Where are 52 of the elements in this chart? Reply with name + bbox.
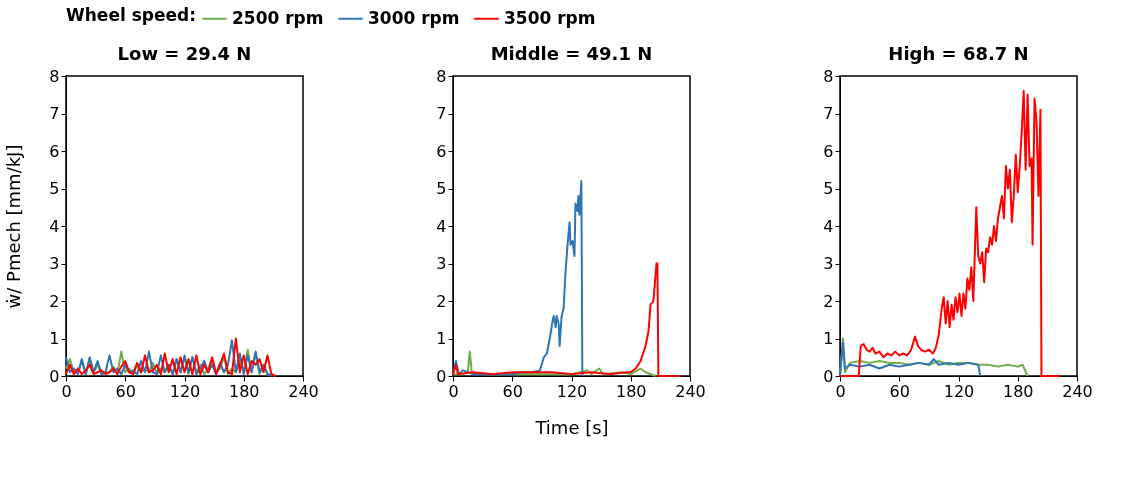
chart-title: Low = 29.4 N	[117, 43, 252, 64]
y-tick-label: 6	[436, 141, 447, 161]
line-series	[452, 262, 682, 377]
y-tick-label: 2	[436, 291, 447, 311]
x-tick-label: 120	[556, 381, 588, 401]
y-tick-label: 0	[49, 366, 60, 386]
legend-label: 3000 rpm	[368, 7, 460, 28]
y-tick-label: 0	[823, 366, 834, 386]
y-tick-label: 5	[436, 179, 447, 198]
line-series	[452, 180, 584, 377]
y-tick-label: 8	[49, 66, 60, 86]
y-tick-label: 3	[49, 254, 60, 273]
x-tick-label: 180	[615, 381, 647, 401]
x-tick-label: 240	[1062, 381, 1093, 401]
x-tick-label: 60	[502, 381, 523, 401]
line-series	[839, 90, 1062, 377]
y-tick-label: 7	[436, 104, 447, 123]
y-tick-label: 3	[823, 254, 834, 273]
y-axis-title: ẇ/ Pmech [mm/kJ]	[3, 144, 25, 309]
y-tick-label: 4	[436, 216, 447, 236]
x-tick-label: 120	[943, 381, 975, 401]
y-tick-label: 3	[436, 254, 447, 273]
y-tick-label: 2	[823, 291, 834, 311]
y-tick-label: 2	[49, 291, 60, 311]
legend-label: 3500 rpm	[504, 7, 596, 28]
y-tick-label: 5	[49, 179, 60, 198]
y-tick-label: 6	[49, 141, 60, 161]
x-axis-title: Time [s]	[534, 416, 609, 438]
y-tick-label: 1	[49, 329, 60, 348]
y-tick-label: 4	[823, 216, 834, 236]
chart-title: Middle = 49.1 N	[490, 43, 653, 64]
y-tick-label: 5	[823, 179, 834, 198]
x-tick-label: 180	[1002, 381, 1034, 401]
y-tick-label: 7	[49, 104, 60, 123]
y-tick-label: 8	[436, 66, 447, 86]
y-tick-label: 7	[823, 104, 834, 123]
line-series	[839, 341, 982, 377]
x-tick-label: 120	[169, 381, 201, 401]
y-tick-label: 1	[436, 329, 447, 348]
y-tick-label: 8	[823, 66, 834, 86]
chart-title: High = 68.7 N	[888, 43, 1029, 64]
x-tick-label: 240	[288, 381, 319, 401]
x-tick-label: 240	[675, 381, 706, 401]
y-tick-label: 6	[823, 141, 834, 161]
x-tick-label: 180	[228, 381, 260, 401]
legend-label: 2500 rpm	[232, 7, 324, 28]
y-tick-label: 0	[436, 366, 447, 386]
x-tick-label: 60	[115, 381, 136, 401]
y-tick-label: 4	[49, 216, 60, 236]
y-tick-label: 1	[823, 329, 834, 348]
x-tick-label: 60	[889, 381, 910, 401]
legend-title: Wheel speed:	[66, 5, 196, 25]
